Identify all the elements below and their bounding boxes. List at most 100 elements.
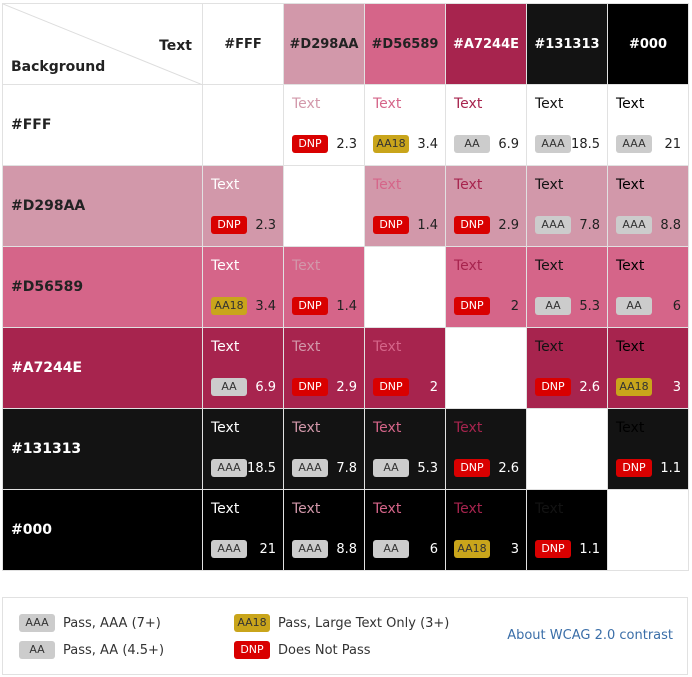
sample-text: Text	[292, 420, 321, 436]
contrast-cell: Text AAA 21	[202, 489, 284, 571]
row-header-131313: #131313	[2, 408, 203, 490]
aa-badge: AA	[616, 297, 652, 315]
contrast-ratio: 2.6	[498, 461, 519, 476]
dnp-badge: DNP	[454, 297, 490, 315]
sample-text: Text	[616, 339, 645, 355]
legend-label-aa: Pass, AA (4.5+)	[63, 642, 165, 658]
contrast-cell: Text AA18 3.4	[202, 246, 284, 328]
sample-text: Text	[292, 96, 321, 112]
legend-item-dnp: DNP Does Not Pass	[234, 641, 371, 659]
contrast-cell: Text AA18 3	[445, 489, 527, 571]
contrast-ratio: 6.9	[255, 380, 276, 395]
sample-text: Text	[454, 96, 483, 112]
contrast-ratio: 2.3	[255, 218, 276, 233]
contrast-ratio: 18.5	[247, 461, 276, 476]
legend-label-aa18: Pass, Large Text Only (3+)	[278, 615, 450, 631]
contrast-ratio: 6	[429, 542, 438, 557]
contrast-cell: Text AAA 7.8	[526, 165, 608, 247]
column-header-000: #000	[607, 3, 689, 85]
aaa-badge: AAA	[616, 216, 652, 234]
contrast-ratio: 2	[510, 299, 519, 314]
contrast-ratio: 21	[259, 542, 276, 557]
row-000: #000 Text AAA 21 Text AAA 8.8 Text AA 6 Text AA18 3 T…	[2, 489, 689, 571]
contrast-table: Text Background #FFF #D298AA #D56589 #A7244…	[2, 3, 689, 571]
contrast-ratio: 1.4	[417, 218, 438, 233]
contrast-cell: Text AA 6.9	[202, 327, 284, 409]
dnp-badge: DNP	[616, 459, 652, 477]
contrast-cell: Text DNP 2	[364, 327, 446, 409]
contrast-ratio: 3.4	[417, 137, 438, 152]
aa-badge: AA	[454, 135, 490, 153]
column-header-fff: #FFF	[202, 3, 284, 85]
row-131313: #131313 Text AAA 18.5 Text AAA 7.8 Text AA 5.3 Tex…	[2, 408, 689, 490]
contrast-cell: Text DNP 2.6	[445, 408, 527, 490]
contrast-cell: Text AA 5.3	[526, 246, 608, 328]
aaa-badge: AAA	[211, 540, 247, 558]
aaa-badge: AAA	[535, 216, 571, 234]
contrast-ratio: 1.1	[579, 542, 600, 557]
aa-badge: AA	[373, 459, 409, 477]
contrast-ratio: 7.8	[579, 218, 600, 233]
sample-text: Text	[211, 258, 240, 274]
contrast-ratio: 2.3	[336, 137, 357, 152]
contrast-ratio: 3.4	[255, 299, 276, 314]
contrast-cell: Text AAA 21	[607, 84, 689, 166]
contrast-cell: Text AAA 18.5	[202, 408, 284, 490]
sample-text: Text	[616, 258, 645, 274]
contrast-cell: Text AAA 18.5	[526, 84, 608, 166]
empty-cell	[283, 165, 365, 247]
sample-text: Text	[373, 177, 402, 193]
contrast-cell: Text DNP 1.4	[364, 165, 446, 247]
empty-cell	[445, 327, 527, 409]
sample-text: Text	[616, 420, 645, 436]
sample-text: Text	[616, 96, 645, 112]
aa18-badge: AA18	[616, 378, 652, 396]
contrast-ratio: 21	[664, 137, 681, 152]
sample-text: Text	[454, 177, 483, 193]
contrast-ratio: 1.1	[660, 461, 681, 476]
sample-text: Text	[535, 177, 564, 193]
contrast-cell: Text AAA 8.8	[607, 165, 689, 247]
contrast-cell: Text DNP 1.1	[607, 408, 689, 490]
aa-badge: AA	[373, 540, 409, 558]
sample-text: Text	[373, 96, 402, 112]
sample-text: Text	[211, 177, 240, 193]
row-fff: #FFF Text DNP 2.3 Text AA18 3.4 Text AA 6.9 Text AA…	[2, 84, 689, 166]
sample-text: Text	[535, 96, 564, 112]
aaa-badge: AAA	[616, 135, 652, 153]
contrast-cell: Text AA 5.3	[364, 408, 446, 490]
sample-text: Text	[373, 501, 402, 517]
sample-text: Text	[454, 258, 483, 274]
contrast-ratio: 7.8	[336, 461, 357, 476]
contrast-ratio: 2.9	[498, 218, 519, 233]
aaa-badge: AAA	[19, 614, 55, 632]
wcag-contrast-link[interactable]: About WCAG 2.0 contrast	[507, 628, 673, 643]
legend-label-aaa: Pass, AAA (7+)	[63, 615, 161, 631]
sample-text: Text	[535, 339, 564, 355]
contrast-cell: Text AA18 3.4	[364, 84, 446, 166]
sample-text: Text	[616, 177, 645, 193]
aa-badge: AA	[211, 378, 247, 396]
contrast-ratio: 6	[672, 299, 681, 314]
contrast-cell: Text DNP 2.6	[526, 327, 608, 409]
header-row: Text Background #FFF #D298AA #D56589 #A7244…	[2, 3, 689, 85]
contrast-ratio: 6.9	[498, 137, 519, 152]
row-header-d56589: #D56589	[2, 246, 203, 328]
contrast-ratio: 5.3	[417, 461, 438, 476]
empty-cell	[202, 84, 284, 166]
row-header-a7244e: #A7244E	[2, 327, 203, 409]
aa-badge: AA	[19, 641, 55, 659]
row-d56589: #D56589 Text AA18 3.4 Text DNP 1.4 Text DNP 2 Text…	[2, 246, 689, 328]
sample-text: Text	[373, 420, 402, 436]
contrast-cell: Text AA 6.9	[445, 84, 527, 166]
aa18-badge: AA18	[454, 540, 490, 558]
row-header-fff: #FFF	[2, 84, 203, 166]
dnp-badge: DNP	[292, 297, 328, 315]
contrast-ratio: 2.9	[336, 380, 357, 395]
dnp-badge: DNP	[292, 378, 328, 396]
contrast-grid: Text Background #FFF #D298AA #D56589 #A7244…	[2, 3, 689, 571]
text-axis-label: Text	[159, 38, 192, 54]
dnp-badge: DNP	[292, 135, 328, 153]
sample-text: Text	[211, 420, 240, 436]
empty-cell	[526, 408, 608, 490]
